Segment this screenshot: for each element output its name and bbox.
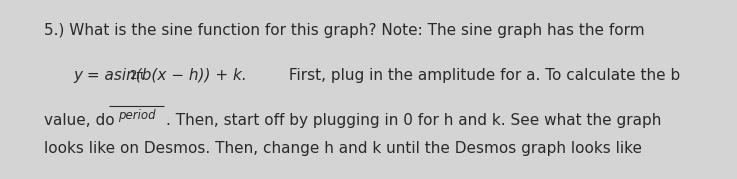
Text: value, do: value, do	[44, 113, 119, 128]
Text: period: period	[117, 109, 156, 122]
Text: 2π: 2π	[129, 69, 144, 82]
Text: looks like on Desmos. Then, change h and k until the Desmos graph looks like: looks like on Desmos. Then, change h and…	[44, 141, 642, 156]
Text: . Then, start off by plugging in 0 for h and k. See what the graph: . Then, start off by plugging in 0 for h…	[166, 113, 661, 128]
Text: 5.) What is the sine function for this graph? Note: The sine graph has the form: 5.) What is the sine function for this g…	[44, 23, 645, 38]
Text: First, plug in the amplitude for a. To calculate the b: First, plug in the amplitude for a. To c…	[284, 68, 680, 83]
Text: y = asin(b(x − h)) + k.: y = asin(b(x − h)) + k.	[74, 68, 248, 83]
